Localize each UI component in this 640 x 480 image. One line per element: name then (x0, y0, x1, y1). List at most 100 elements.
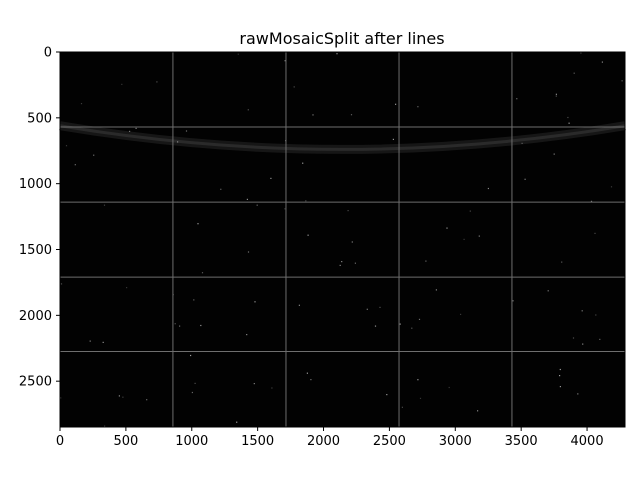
star-speck (118, 395, 120, 397)
star-speck (174, 323, 176, 325)
star-speck (599, 338, 601, 340)
x-tick-label: 2000 (307, 434, 340, 449)
star-speck (582, 343, 584, 345)
star-speck (254, 301, 256, 303)
star-speck (190, 354, 192, 357)
star-speck (89, 340, 91, 342)
star-speck (351, 241, 353, 243)
x-tick-label: 1000 (175, 434, 208, 449)
star-speck (559, 368, 561, 371)
star-speck (399, 323, 401, 325)
star-speck (418, 318, 421, 320)
star-speck (246, 334, 248, 336)
star-speck (521, 142, 523, 144)
y-tick-label: 2000 (19, 309, 52, 324)
star-speck (247, 109, 249, 111)
star-speck (129, 130, 131, 132)
star-speck (512, 300, 514, 302)
star-speck (122, 396, 124, 398)
star-speck (419, 397, 422, 399)
x-axis: 0 500 1000 1500 2000 2500 3000 3500 4000 (56, 427, 604, 449)
star-speck (559, 386, 561, 388)
split-lines (60, 52, 625, 427)
star-speck (121, 83, 123, 85)
star-speck (347, 210, 349, 212)
star-speck (435, 289, 437, 291)
star-speck (102, 341, 104, 343)
star-speck (65, 145, 68, 147)
star-speck (60, 397, 62, 399)
star-speck (559, 375, 561, 377)
star-speck (567, 116, 569, 119)
star-speck (80, 103, 83, 105)
star-speck (200, 324, 202, 327)
star-speck (555, 95, 557, 97)
star-speck (350, 114, 353, 116)
star-speck (417, 379, 419, 381)
star-speck (601, 61, 603, 63)
star-speck (193, 299, 195, 301)
star-speck (197, 223, 199, 225)
star-speck (341, 261, 343, 263)
star-speck (553, 153, 555, 155)
star-speck (310, 379, 312, 381)
star-speck (201, 272, 204, 274)
star-speck (354, 262, 356, 264)
star-speck (395, 103, 397, 105)
star-speck (516, 98, 518, 100)
star-speck (284, 60, 286, 62)
star-speck (590, 200, 593, 202)
star-speck (247, 251, 250, 253)
star-speck (524, 178, 526, 180)
x-tick-label: 3500 (505, 434, 538, 449)
star-speck (302, 162, 304, 164)
star-speck (411, 327, 413, 329)
y-tick-label: 0 (44, 46, 52, 61)
star-speck (93, 154, 95, 156)
star-speck (568, 122, 570, 124)
star-speck (246, 198, 248, 200)
star-speck (339, 264, 341, 266)
arc-glow (59, 121, 626, 154)
star-speck (379, 306, 381, 308)
star-speck (460, 313, 462, 315)
star-speck (220, 188, 222, 190)
star-speck (577, 393, 579, 395)
star-speck (448, 386, 450, 389)
star-speck (555, 93, 557, 95)
star-speck (307, 234, 309, 236)
star-speck (417, 106, 419, 108)
y-tick-label: 1500 (19, 243, 52, 258)
star-speckles (60, 52, 623, 427)
star-speck (179, 325, 181, 327)
x-tick-label: 500 (113, 434, 138, 449)
star-speck (126, 287, 128, 289)
star-speck (103, 204, 106, 206)
star-speck (305, 200, 307, 202)
x-tick-label: 1500 (241, 434, 274, 449)
star-speck (463, 238, 465, 240)
star-speck (581, 310, 583, 312)
star-speck (194, 382, 196, 384)
star-speck (610, 186, 613, 188)
star-speck (312, 114, 314, 116)
star-speck (561, 261, 563, 263)
star-speck (336, 53, 338, 55)
star-speck (146, 399, 148, 401)
x-tick-label: 2500 (373, 434, 406, 449)
figure-title: rawMosaicSplit after lines (239, 29, 444, 48)
axes-frame (59, 51, 626, 428)
star-speck (572, 337, 575, 339)
star-speck (594, 232, 596, 234)
star-speck (595, 314, 597, 316)
star-speck (185, 130, 188, 132)
star-speck (446, 227, 448, 229)
arc-glow-core (59, 124, 626, 151)
star-speck (256, 204, 258, 206)
star-speck (177, 141, 179, 143)
star-speck (478, 235, 480, 237)
star-speck (621, 80, 623, 82)
star-speck (237, 53, 239, 55)
y-tick-label: 1000 (19, 177, 52, 192)
